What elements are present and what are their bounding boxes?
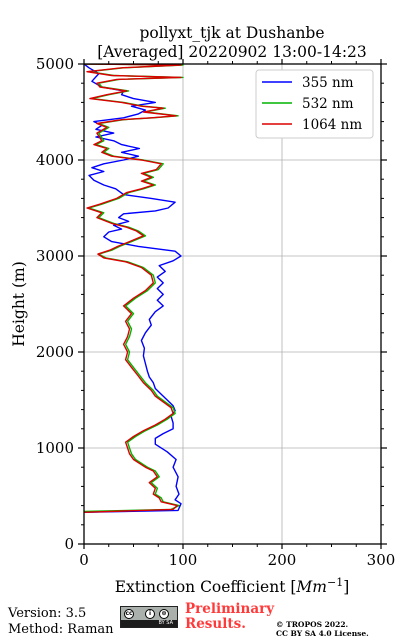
x-tick-label: 200 bbox=[268, 551, 297, 569]
version-text: Version: 3.5 bbox=[8, 606, 87, 621]
attribution-icon: i bbox=[145, 609, 155, 619]
chart-subtitle: [Averaged] 20220902 13:00-14:23 bbox=[97, 43, 367, 61]
y-tick-label: 0 bbox=[64, 535, 74, 553]
copyright-notice: © TROPOS 2022. CC BY SA 4.0 License. bbox=[276, 620, 369, 638]
y-tick-label: 1000 bbox=[36, 439, 74, 457]
method-text: Method: Raman bbox=[8, 622, 114, 637]
legend: 355 nm 532 nm 1064 nm bbox=[255, 69, 374, 139]
share-alike-icon: ⊜ bbox=[159, 609, 169, 619]
legend-label-0: 355 nm bbox=[302, 75, 354, 91]
cc-badge-text: BY SA bbox=[121, 620, 177, 627]
y-tick-label: 4000 bbox=[36, 151, 74, 169]
y-tick-label: 5000 bbox=[36, 55, 74, 73]
series-line-2 bbox=[84, 64, 182, 513]
y-tick-label: 3000 bbox=[36, 247, 74, 265]
preliminary-line-2: Results. bbox=[185, 616, 246, 632]
y-axis-label: Height (m) bbox=[10, 261, 28, 347]
series-line-0 bbox=[84, 64, 182, 513]
cc-license-badge: cc i ⊜ BY SA bbox=[120, 606, 178, 628]
series-line-1 bbox=[84, 64, 184, 513]
grid bbox=[84, 64, 381, 544]
series-layer bbox=[84, 64, 184, 513]
x-axis-label: Extinction Coefficient [Mm−1] bbox=[115, 576, 350, 596]
x-tick-label: 0 bbox=[79, 551, 89, 569]
legend-label-1: 532 nm bbox=[302, 96, 354, 112]
preliminary-notice: Preliminary Results. bbox=[185, 602, 274, 632]
legend-label-2: 1064 nm bbox=[302, 117, 362, 133]
copyright-line-2: CC BY SA 4.0 License. bbox=[276, 629, 369, 638]
x-tick-label: 300 bbox=[367, 551, 396, 569]
x-tick-label: 100 bbox=[169, 551, 198, 569]
preliminary-line-1: Preliminary bbox=[185, 601, 275, 617]
copyright-line-1: © TROPOS 2022. bbox=[276, 620, 349, 629]
chart-title: pollyxt_tjk at Dushanbe bbox=[139, 24, 324, 42]
chart: pollyxt_tjk at Dushanbe [Averaged] 20220… bbox=[10, 24, 396, 596]
y-tick-label: 2000 bbox=[36, 343, 74, 361]
cc-icon: cc bbox=[124, 609, 134, 619]
legend-box bbox=[255, 69, 374, 139]
